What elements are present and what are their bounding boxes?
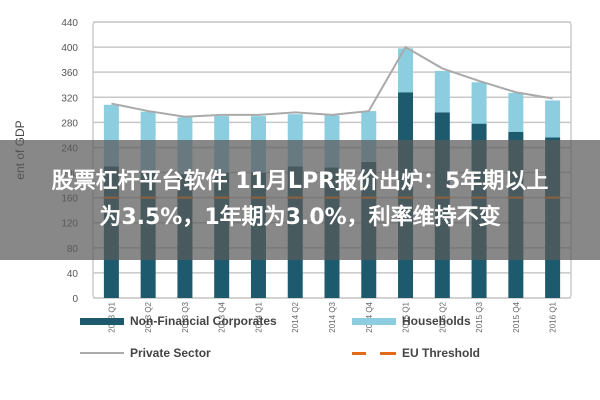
bar-households (545, 100, 561, 138)
headline-overlay: 股票杠杆平台软件 11月LPR报价出炉：5年期以上 为3.5%，1年期为3.0%… (0, 140, 600, 260)
x-axis-ticks: 2013 Q1 2013 Q2 2013 Q3 2013 Q4 2014 Q1 2014 … (107, 301, 557, 332)
y-tick-label: 400 (61, 43, 78, 54)
x-tick-label: 2014 Q1 (254, 301, 263, 332)
headline-line-2: 为3.5%，1年期为3.0%，利率维持不变 (99, 205, 501, 230)
y-tick-label: 280 (61, 118, 78, 129)
y-tick-label: 40 (67, 269, 79, 280)
legend-label: EU Threshold (402, 346, 481, 360)
x-tick-label: 2013 Q4 (218, 301, 227, 332)
x-tick-label: 2013 Q1 (107, 301, 116, 332)
y-tick-label: 320 (61, 93, 78, 104)
private-sector-line (111, 45, 553, 118)
legend-item-non-financial-corporates: Non-Financial Corporates (80, 314, 277, 328)
legend-item-eu-threshold: EU Threshold (352, 346, 480, 360)
x-tick-label: 2014 Q2 (291, 301, 300, 332)
x-tick-label: 2015 Q2 (438, 301, 447, 332)
x-tick-label: 2013 Q2 (144, 301, 153, 332)
legend-dash-icon (352, 351, 396, 355)
bar-households (434, 70, 450, 113)
chart-legend: Non-Financial Corporates Households Priv… (80, 308, 540, 368)
bar-households (471, 82, 487, 124)
x-tick-label: 2015 Q3 (475, 301, 484, 332)
bar-households (508, 92, 524, 132)
legend-item-private-sector: Private Sector (80, 346, 211, 360)
y-tick-label: 0 (72, 294, 78, 305)
legend-item-households: Households (352, 314, 471, 328)
y-tick-label: 360 (61, 68, 78, 79)
legend-swatch-icon (352, 317, 396, 325)
legend-swatch-icon (80, 317, 124, 325)
legend-label: Non-Financial Corporates (130, 314, 277, 328)
y-tick-label: 440 (61, 18, 78, 29)
x-tick-label: 2014 Q3 (328, 301, 337, 332)
legend-label: Households (402, 314, 471, 328)
legend-label: Private Sector (130, 346, 211, 360)
bar-households (398, 48, 414, 93)
x-tick-label: 2015 Q4 (512, 301, 521, 332)
legend-line-icon (80, 352, 124, 354)
x-tick-label: 2014 Q4 (365, 301, 374, 332)
x-tick-label: 2016 Q1 (549, 301, 558, 332)
x-tick-label: 2013 Q3 (181, 301, 190, 332)
x-tick-label: 2015 Q1 (402, 301, 411, 332)
headline-line-1: 股票杠杆平台软件 11月LPR报价出炉：5年期以上 (51, 169, 549, 194)
